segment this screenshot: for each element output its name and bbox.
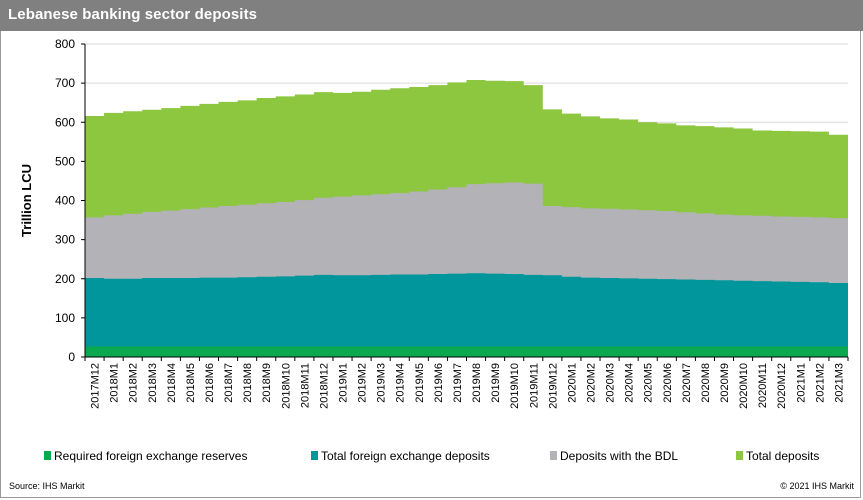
x-tick-label: 2018M1 — [109, 363, 121, 403]
legend-label: Deposits with the BDL — [560, 449, 678, 463]
source-note: Source: IHS Markit — [9, 481, 85, 491]
y-tick-label: 600 — [55, 115, 75, 129]
x-tick-label: 2019M12 — [547, 363, 559, 409]
area-series-3 — [85, 346, 848, 357]
x-tick-label: 2017M12 — [90, 363, 102, 409]
series-required-foreign-exchange-reserves — [85, 346, 848, 357]
x-tick-label: 2021M2 — [814, 363, 826, 403]
y-tick-label: 800 — [55, 37, 75, 51]
x-tick-label: 2018M11 — [299, 363, 311, 408]
y-tick-label: 100 — [55, 311, 75, 325]
legend-swatch — [44, 451, 51, 460]
x-tick-label: 2020M10 — [738, 363, 750, 409]
x-tick-label: 2019M8 — [471, 363, 483, 403]
copyright-note: © 2021 IHS Markit — [780, 481, 854, 491]
plot-area — [85, 43, 848, 357]
x-tick-label: 2019M4 — [395, 363, 407, 403]
y-tick-label: 200 — [55, 272, 75, 286]
x-tick-label: 2020M5 — [643, 363, 655, 403]
x-tick-label: 2019M3 — [376, 363, 388, 403]
x-tick-label: 2020M7 — [681, 363, 693, 403]
x-tick-label: 2020M2 — [585, 363, 597, 403]
x-tick-label: 2018M10 — [280, 363, 292, 409]
y-tick-label: 500 — [55, 154, 75, 168]
legend: Required foreign exchange reserves Total … — [44, 449, 819, 463]
x-tick-label: 2018M6 — [204, 363, 216, 403]
legend-swatch — [311, 451, 318, 460]
x-tick-label: 2019M5 — [414, 363, 426, 403]
axes: 0 100 200 300 400 500 600 700 800 Trillion LCU 201… — [19, 37, 849, 409]
legend-swatch — [550, 451, 557, 460]
legend-label: Total deposits — [746, 449, 819, 463]
y-tick-label: 0 — [68, 350, 75, 364]
y-tick-label: 300 — [55, 233, 75, 247]
x-tick-label: 2019M9 — [490, 363, 502, 403]
legend-item: Required foreign exchange reserves — [44, 449, 247, 463]
x-tick-label: 2018M7 — [223, 363, 235, 403]
x-tick-label: 2020M1 — [566, 363, 578, 403]
x-tick-label: 2020M11 — [757, 363, 769, 408]
x-tick-label: 2018M9 — [261, 363, 273, 403]
legend-label: Required foreign exchange reserves — [54, 449, 247, 463]
x-tick-label: 2018M5 — [185, 363, 197, 403]
area-series-2 — [85, 273, 848, 357]
x-tick-label: 2019M11 — [528, 363, 540, 408]
y-axis-label: Trillion LCU — [19, 164, 34, 237]
x-tick-label: 2020M8 — [700, 363, 712, 403]
series-total-foreign-exchange-deposits — [85, 273, 848, 357]
x-tick-label: 2021M1 — [795, 363, 807, 403]
x-tick-label: 2020M4 — [624, 363, 636, 403]
x-tick-label: 2019M7 — [452, 363, 464, 403]
x-tick-label: 2020M3 — [605, 363, 617, 403]
x-tick-label: 2018M4 — [166, 363, 178, 403]
legend-item: Total deposits — [736, 449, 819, 463]
legend-item: Deposits with the BDL — [550, 449, 678, 463]
x-tick-label: 2018M8 — [242, 363, 254, 403]
legend-swatch — [736, 451, 743, 460]
x-tick-label: 2018M3 — [147, 363, 159, 403]
x-tick-label: 2019M10 — [509, 363, 521, 409]
x-tick-label: 2020M12 — [776, 363, 788, 409]
x-tick-label: 2019M6 — [433, 363, 445, 403]
x-tick-label: 2019M2 — [357, 363, 369, 403]
chart-title: Lebanese banking sector deposits — [8, 6, 258, 23]
legend-label: Total foreign exchange deposits — [321, 449, 490, 463]
title-bar: Lebanese banking sector deposits — [0, 0, 863, 31]
legend-item: Total foreign exchange deposits — [311, 449, 490, 463]
x-tick-label: 2019M1 — [338, 363, 350, 403]
x-tick-label: 2021M3 — [833, 363, 845, 403]
y-tick-label: 700 — [55, 76, 75, 90]
y-tick-label: 400 — [55, 194, 75, 208]
x-tick-label: 2020M6 — [662, 363, 674, 403]
x-tick-label: 2018M2 — [128, 363, 140, 403]
x-tick-label: 2018M12 — [318, 363, 330, 409]
x-tick-label: 2020M9 — [719, 363, 731, 403]
